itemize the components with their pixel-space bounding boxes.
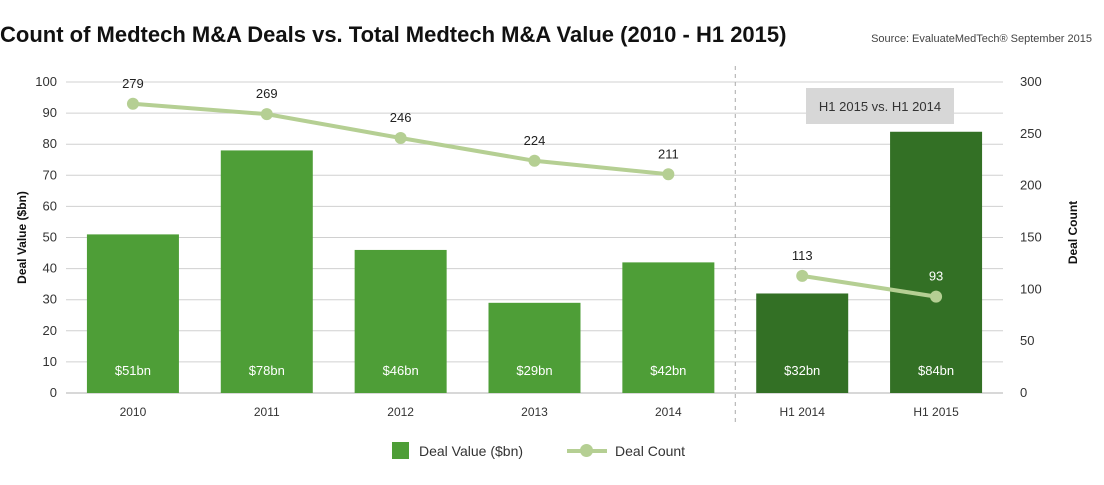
deal-count-label: 246 (390, 110, 412, 125)
chart-legend: Deal Value ($bn) Deal Count (392, 442, 685, 459)
bar (488, 302, 581, 393)
y-tick-label-right: 100 (1020, 281, 1042, 296)
x-tick-label: 2010 (120, 405, 147, 419)
bar-data-label: $29bn (516, 363, 552, 378)
deal-count-label: 279 (122, 76, 144, 91)
annotation-label: H1 2015 vs. H1 2014 (819, 99, 941, 114)
y-tick-label-right: 200 (1020, 178, 1042, 193)
deal-count-label: 224 (524, 133, 546, 148)
x-tick-label: H1 2015 (913, 405, 959, 419)
x-tick-label: H1 2014 (780, 405, 826, 419)
y-tick-label-left: 90 (43, 105, 57, 120)
bar (220, 150, 313, 393)
y-tick-label-left: 10 (43, 354, 57, 369)
y-axis-title-left: Deal Value ($bn) (15, 191, 29, 284)
legend-item-deal-count: Deal Count (523, 442, 685, 459)
deal-count-point (260, 108, 273, 121)
y-tick-label-left: 100 (35, 74, 57, 89)
legend-label-deal-count: Deal Count (615, 442, 686, 459)
deal-count-point (662, 168, 675, 181)
y-tick-label-right: 250 (1020, 126, 1042, 141)
bar-data-label: $84bn (918, 363, 954, 378)
legend-bar-swatch (392, 442, 409, 459)
deal-count-point (796, 269, 809, 282)
x-tick-label: 2011 (254, 405, 280, 419)
deal-count-point (930, 290, 943, 303)
bar-data-label: $51bn (115, 363, 151, 378)
legend-label-deal-value: Deal Value ($bn) (419, 442, 524, 459)
bar (86, 234, 179, 393)
bar (622, 262, 715, 393)
deal-count-point (394, 131, 407, 144)
bar (890, 131, 983, 393)
chart-title: Count of Medtech M&A Deals vs. Total Med… (0, 22, 787, 47)
bar (756, 293, 849, 393)
deal-count-label: 211 (658, 146, 679, 161)
x-tick-label: 2012 (387, 405, 414, 419)
y-tick-label-left: 80 (43, 136, 57, 151)
y-tick-label-left: 30 (43, 292, 57, 307)
bar (354, 249, 447, 393)
legend-line-swatch (567, 442, 608, 459)
annotation-box (806, 88, 954, 124)
deal-count-label: 113 (792, 248, 813, 263)
deal-count-label: 93 (929, 269, 943, 284)
y-tick-label-left: 60 (43, 198, 57, 213)
y-tick-label-left: 70 (43, 167, 57, 182)
bar-data-label: $32bn (784, 363, 820, 378)
y-tick-label-left: 0 (50, 385, 57, 400)
source-note: Source: EvaluateMedTech® September 2015 (871, 33, 1092, 45)
x-tick-label: 2013 (521, 405, 548, 419)
y-tick-label-right: 50 (1020, 333, 1034, 348)
y-tick-label-right: 300 (1020, 74, 1042, 89)
bar-data-label: $42bn (650, 363, 686, 378)
bar-data-label: $46bn (383, 363, 419, 378)
y-tick-label-right: 0 (1020, 385, 1027, 400)
x-tick-label: 2014 (655, 405, 682, 419)
legend-item-deal-value: Deal Value ($bn) (392, 442, 523, 459)
bar-data-label: $78bn (249, 363, 285, 378)
deal-count-line (800, 273, 939, 299)
y-tick-label-left: 40 (43, 261, 57, 276)
y-tick-label-left: 20 (43, 323, 57, 338)
y-tick-label-left: 50 (43, 230, 57, 245)
y-axis-title-right: Deal Count (1066, 201, 1080, 264)
deal-count-point (126, 97, 139, 110)
y-tick-label-right: 150 (1020, 230, 1042, 245)
deal-count-label: 269 (256, 86, 278, 101)
deal-count-point (528, 154, 541, 167)
